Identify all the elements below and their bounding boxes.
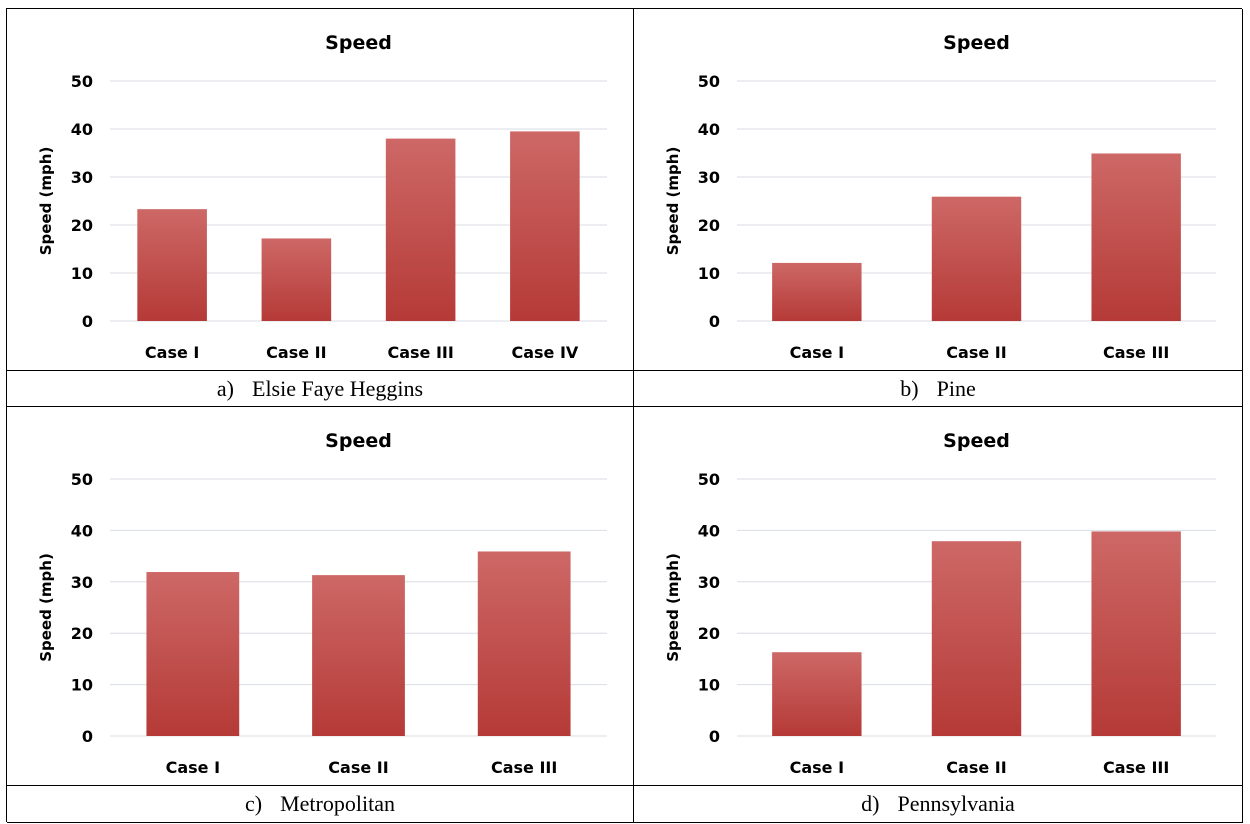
y-tick-label: 40	[698, 521, 720, 540]
caption-letter: d)	[861, 791, 880, 816]
y-tick-label: 30	[71, 573, 93, 592]
bar	[1091, 531, 1181, 736]
bar	[137, 209, 207, 321]
chart-c: Speed Speed (mph) 0 10 20 30 40 50 Case I Case II…	[37, 430, 607, 777]
caption-letter: b)	[900, 375, 919, 401]
y-tick-label: 10	[698, 264, 720, 283]
bar	[772, 262, 862, 321]
bar	[261, 238, 332, 321]
x-tick-label: Case I	[790, 758, 844, 777]
y-tick-label: 50	[698, 470, 720, 489]
chart-title: Speed	[325, 32, 392, 54]
y-tick-label: 50	[71, 470, 93, 489]
caption-letter: c)	[245, 791, 263, 816]
y-tick-label: 10	[71, 264, 93, 283]
caption-b: b) Pine	[634, 371, 1243, 407]
y-tick-label: 30	[698, 168, 720, 187]
y-tick-label: 20	[698, 216, 720, 235]
caption-a: a) Elsie Faye Heggins	[7, 371, 634, 407]
y-axis-label: Speed (mph)	[37, 553, 55, 662]
x-tick-label: Case II	[946, 343, 1006, 362]
caption-c: c) Metropolitan	[7, 786, 634, 823]
bar	[312, 575, 405, 736]
x-tick-label: Case II	[266, 343, 326, 362]
caption-text: Elsie Faye Heggins	[252, 375, 424, 401]
y-tick-label: 50	[71, 72, 93, 91]
chart-title: Speed	[943, 430, 1010, 452]
caption-text: Metropolitan	[280, 791, 395, 816]
bar	[772, 652, 862, 736]
y-tick-label: 20	[71, 216, 93, 235]
chart-a: Speed Speed (mph) 0 10 20 30 40 50 Case I Case II…	[37, 32, 607, 362]
x-tick-label: Case I	[145, 343, 199, 362]
x-tick-label: Case IV	[511, 343, 578, 362]
x-tick-label: Case III	[387, 343, 453, 362]
bar	[1091, 153, 1181, 321]
y-axis-label: Speed (mph)	[37, 147, 55, 256]
chart-cell-c: Speed Speed (mph) 0 10 20 30 40 50 Case I Case II…	[7, 407, 634, 786]
bar	[385, 138, 456, 321]
caption-text: Pine	[936, 375, 976, 401]
y-tick-label: 30	[698, 573, 720, 592]
bar	[146, 572, 240, 736]
chart-d: Speed Speed (mph) 0 10 20 30 40 50 Case I Case II…	[664, 430, 1216, 777]
y-tick-label: 50	[698, 72, 720, 91]
x-tick-label: Case II	[946, 758, 1006, 777]
chart-cell-a: Speed Speed (mph) 0 10 20 30 40 50 Case I Case II…	[7, 9, 634, 371]
x-tick-label: Case II	[328, 758, 388, 777]
bar	[510, 131, 580, 321]
y-tick-label: 0	[709, 312, 720, 331]
y-axis-label: Speed (mph)	[664, 553, 682, 662]
x-tick-label: Case III	[1103, 758, 1169, 777]
bar	[477, 551, 571, 736]
y-tick-label: 0	[82, 727, 93, 746]
y-tick-label: 40	[71, 521, 93, 540]
y-tick-label: 40	[698, 120, 720, 139]
bar	[931, 196, 1022, 321]
y-tick-label: 20	[698, 624, 720, 643]
chart-cell-b: Speed Speed (mph) 0 10 20 30 40 50 Case I Case II…	[634, 9, 1243, 371]
x-tick-label: Case I	[790, 343, 844, 362]
chart-title: Speed	[325, 430, 392, 452]
caption-text: Pennsylvania	[897, 791, 1015, 816]
caption-letter: a)	[216, 375, 234, 401]
x-tick-label: Case III	[1103, 343, 1169, 362]
y-tick-label: 40	[71, 120, 93, 139]
chart-b: Speed Speed (mph) 0 10 20 30 40 50 Case I Case II…	[664, 32, 1216, 362]
figure-table: Speed Speed (mph) 0 10 20 30 40 50 Case I Case II…	[6, 8, 1243, 823]
y-tick-label: 10	[698, 676, 720, 695]
y-tick-label: 30	[71, 168, 93, 187]
y-tick-label: 10	[71, 676, 93, 695]
caption-d: d) Pennsylvania	[634, 786, 1243, 823]
x-tick-label: Case III	[491, 758, 557, 777]
y-tick-label: 0	[82, 312, 93, 331]
chart-title: Speed	[943, 32, 1010, 54]
bar	[931, 541, 1022, 736]
chart-cell-d: Speed Speed (mph) 0 10 20 30 40 50 Case I Case II…	[634, 407, 1243, 786]
x-tick-label: Case I	[166, 758, 220, 777]
y-axis-label: Speed (mph)	[664, 147, 682, 256]
y-tick-label: 20	[71, 624, 93, 643]
y-tick-label: 0	[709, 727, 720, 746]
